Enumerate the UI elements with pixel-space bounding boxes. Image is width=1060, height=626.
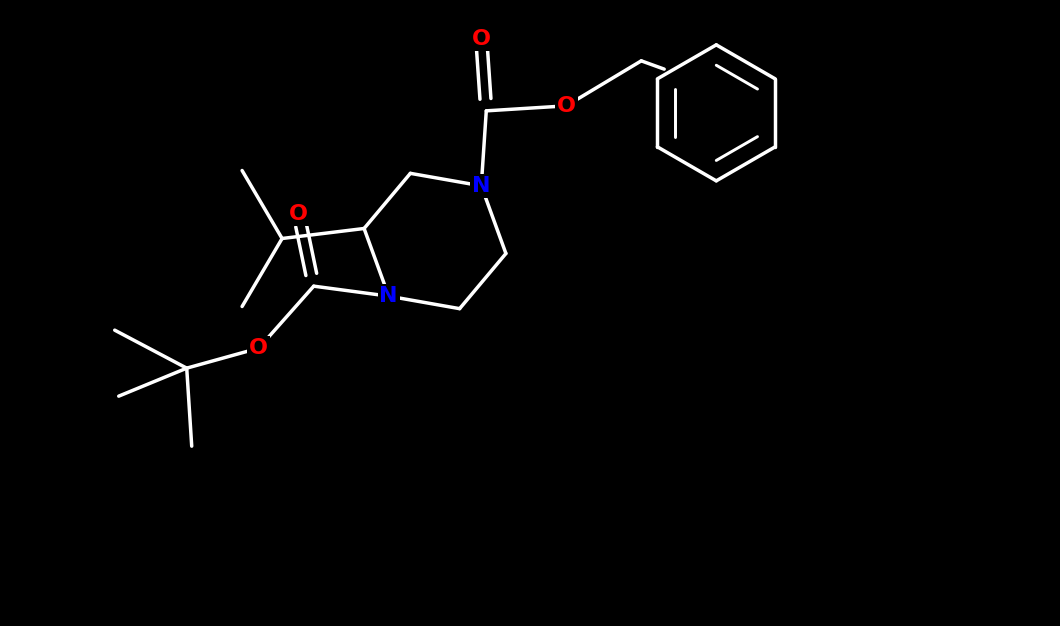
Text: O: O	[289, 204, 308, 224]
Text: O: O	[249, 338, 268, 358]
Text: O: O	[556, 96, 576, 116]
Text: O: O	[472, 29, 491, 49]
Text: N: N	[472, 176, 491, 196]
Text: N: N	[379, 286, 398, 306]
